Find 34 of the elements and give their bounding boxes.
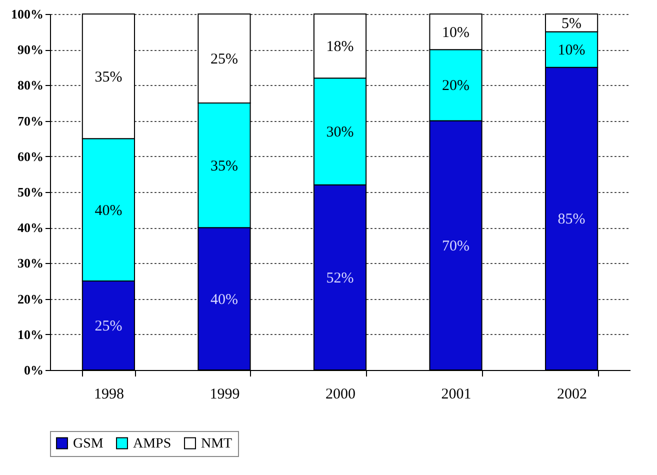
y-tick-label: 60% (18, 148, 44, 164)
y-tick-label: 80% (18, 78, 44, 93)
data-label: 40% (210, 292, 238, 308)
y-tick-label: 100% (11, 6, 44, 22)
data-label: 40% (94, 202, 122, 219)
data-label: 35% (210, 158, 238, 174)
legend-label: AMPS (133, 436, 172, 452)
data-label: 35% (94, 69, 122, 86)
data-label: 25% (210, 52, 238, 68)
y-tick-label: 10% (18, 326, 44, 342)
x-tick-label: 2002 (557, 386, 588, 402)
data-label: 10% (442, 24, 470, 41)
y-tick-label: 40% (18, 220, 44, 236)
y-tick-label: 50% (18, 184, 44, 200)
y-tick-label: 20% (18, 291, 44, 306)
data-label: 20% (442, 78, 470, 94)
data-label: 70% (442, 238, 470, 254)
legend-label: GSM (73, 436, 104, 452)
x-tick-label: 1998 (94, 386, 124, 402)
data-label: 52% (326, 270, 354, 286)
data-label: 5% (562, 16, 582, 32)
y-tick-label: 30% (18, 256, 44, 271)
data-label: 25% (94, 318, 122, 334)
data-label: 30% (326, 124, 354, 140)
y-tick-label: 90% (18, 42, 44, 58)
y-tick-label: 0% (24, 362, 44, 378)
data-label: 85% (558, 212, 586, 228)
data-label: 10% (558, 42, 586, 59)
legend-label: NMT (201, 436, 233, 452)
x-tick-label: 2001 (441, 386, 472, 402)
y-tick-label: 70% (18, 113, 44, 128)
x-tick-label: 2000 (326, 386, 356, 402)
x-tick-label: 1999 (210, 386, 240, 402)
data-label: 18% (326, 39, 354, 56)
